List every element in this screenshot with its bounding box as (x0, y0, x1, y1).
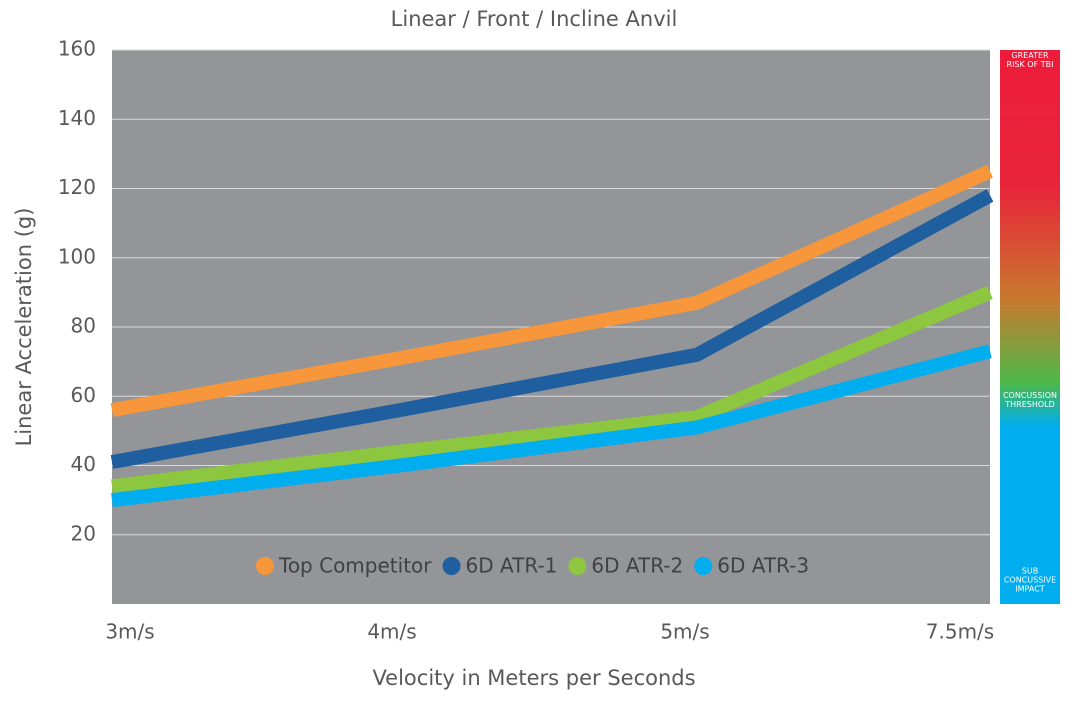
x-tick-label: 3m/s (105, 620, 154, 644)
x-axis-label: Velocity in Meters per Seconds (372, 666, 695, 690)
legend-item: 6D ATR-2 (568, 554, 683, 578)
y-tick-label: 80 (71, 314, 96, 338)
y-tick-label: 40 (71, 452, 96, 476)
legend-item: 6D ATR-1 (442, 554, 558, 578)
y-tick-label: 140 (58, 106, 96, 130)
series-line (110, 189, 994, 469)
risk-label: GREATER (1011, 51, 1049, 60)
risk-label: RISK OF TBI (1007, 60, 1054, 69)
risk-label: CONCUSSION (1003, 391, 1057, 400)
series-line (111, 285, 993, 494)
legend-marker (442, 557, 461, 575)
risk-label: THRESHOLD (1004, 400, 1055, 409)
series-line (110, 164, 993, 417)
legend-marker (256, 557, 274, 575)
risk-label: IMPACT (1015, 585, 1044, 594)
x-tick-label: 4m/s (367, 620, 416, 644)
y-axis-label: Linear Acceleration (g) (12, 208, 36, 447)
risk-label: SUB (1022, 567, 1038, 576)
legend-marker (694, 557, 713, 575)
y-tick-label: 120 (58, 175, 96, 199)
y-tick-label: 20 (71, 521, 96, 545)
legend-label: Top Competitor (278, 554, 432, 578)
risk-scale (1000, 50, 1060, 604)
legend-label: 6D ATR-2 (591, 554, 683, 578)
series-line (111, 344, 992, 508)
x-tick-label: 5m/s (660, 620, 709, 644)
legend-marker (568, 557, 587, 575)
legend-label: 6D ATR-1 (466, 554, 558, 578)
x-tick-label: 7.5m/s (926, 620, 994, 644)
legend-item: Top Competitor (256, 554, 432, 578)
legend-item: 6D ATR-3 (694, 554, 809, 578)
y-tick-label: 100 (58, 244, 96, 268)
y-tick-label: 60 (71, 383, 96, 407)
legend-label: 6D ATR-3 (717, 554, 809, 578)
risk-label: CONCUSSIVE (1004, 576, 1056, 585)
chart-title: Linear / Front / Incline Anvil (391, 7, 678, 31)
y-tick-label: 160 (58, 37, 96, 61)
